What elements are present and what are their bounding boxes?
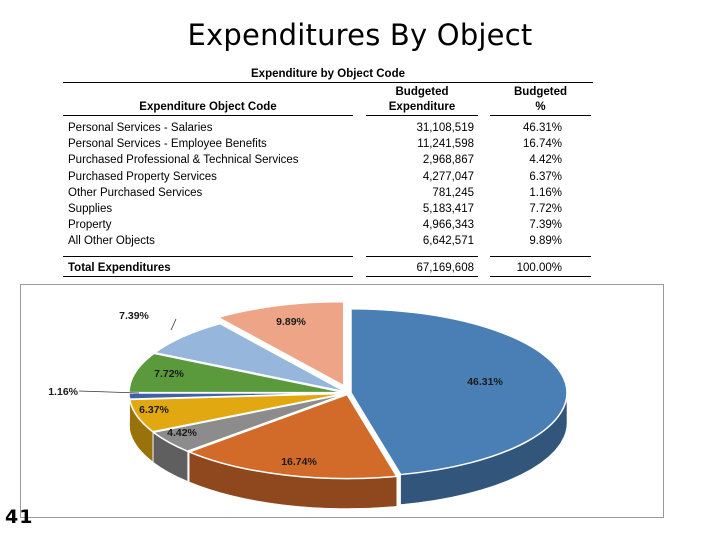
row-code: Other Purchased Services (68, 186, 203, 199)
row-percent: 9.89% (529, 235, 562, 248)
header-label: % (535, 101, 546, 113)
slide-number: 41 (5, 506, 34, 528)
table-row: Property 4,966,343 7.39% (63, 217, 593, 233)
row-amount: 2,968,867 (422, 154, 474, 167)
row-code: Supplies (68, 202, 113, 215)
table-row: All Other Objects 6,642,571 9.89% (63, 233, 593, 249)
total-row: Total Expenditures 67,169,608 100.00% (63, 260, 593, 276)
header-object-code: Expenditure Object Code (63, 100, 353, 116)
pie-sides (128, 392, 568, 509)
header-label: Budgeted (395, 86, 449, 98)
header-budgeted-expenditure: Budgeted Expenditure (366, 85, 478, 116)
table-row: Supplies 5,183,417 7.72% (63, 201, 593, 217)
row-code: All Other Objects (68, 235, 155, 248)
row-amount: 31,108,519 (416, 122, 474, 134)
row-code: Purchased Professional & Technical Servi… (68, 154, 299, 167)
total-label: Total Expenditures (68, 261, 171, 274)
pie-slice (128, 352, 346, 394)
row-percent: 1.16% (529, 186, 562, 199)
row-code: Personal Services - Employee Benefits (68, 138, 267, 151)
pie-data-label: 46.31% (467, 376, 503, 388)
header-label: Expenditure (388, 101, 456, 113)
pie-data-label: 6.37% (139, 404, 169, 416)
table-row: Purchased Professional & Technical Servi… (63, 152, 593, 168)
table-header: Expenditure Object Code Budgeted Expendi… (63, 83, 593, 117)
row-amount: 4,277,047 (422, 170, 474, 183)
pie-data-label: 1.16% (48, 386, 78, 398)
row-code: Personal Services - Salaries (68, 122, 213, 134)
header-label: Budgeted (513, 86, 568, 98)
table-row: Personal Services - Salaries 31,108,519 46… (63, 120, 593, 136)
table-row: Personal Services - Employee Benefits 11,… (63, 136, 593, 152)
row-percent: 16.74% (522, 138, 562, 151)
pie-labels: 46.31% 16.74% 4.42% 6.37% 1.16% 7.72% 7.39% 9.8… (48, 310, 503, 468)
table-row: Purchased Property Services 4,277,047 6.37… (63, 169, 593, 185)
pie-slice (188, 393, 398, 480)
row-amount: 11,241,598 (417, 138, 474, 151)
pie-leader-line (170, 318, 177, 331)
total-underline (63, 275, 593, 280)
row-amount: 6,642,571 (422, 235, 474, 248)
pie-data-label: 7.39% (119, 310, 149, 322)
table-title: Expenditure by Object Code (63, 68, 593, 83)
pie-chart: 46.31% 16.74% 4.42% 6.37% 1.16% 7.72% 7.39% 9.8… (48, 300, 568, 509)
row-percent: 46.31% (522, 122, 562, 134)
total-percent: 100.00% (516, 261, 562, 274)
pie-tops (128, 300, 568, 480)
slide-title: Expenditures By Object (187, 18, 533, 52)
expenditure-table: Expenditure by Object Code Expenditure O… (63, 68, 593, 280)
pie-chart-frame: 46.31% 16.74% 4.42% 6.37% 1.16% 7.72% 7.39% 9.8… (20, 284, 664, 518)
pie-slice (350, 308, 568, 476)
row-amount: 5,183,417 (422, 202, 474, 215)
row-percent: 7.39% (529, 219, 562, 232)
total-divider (63, 250, 593, 260)
row-code: Property (68, 219, 112, 232)
pie-slice (153, 322, 347, 393)
table-row: Other Purchased Services 781,245 1.16% (63, 185, 593, 201)
pie-slice (217, 300, 345, 387)
row-amount: 781,245 (432, 186, 474, 199)
row-percent: 7.72% (529, 202, 562, 215)
total-amount: 67,169,608 (416, 261, 474, 274)
row-amount: 4,966,343 (422, 219, 474, 232)
row-percent: 4.42% (529, 154, 562, 167)
pie-data-label: 9.89% (276, 316, 306, 328)
row-percent: 6.37% (529, 170, 562, 183)
row-code: Purchased Property Services (68, 170, 217, 183)
header-budgeted-percent: Budgeted % (490, 85, 591, 116)
pie-data-label: 4.42% (167, 427, 197, 439)
pie-leader-line (78, 390, 140, 394)
pie-data-label: 7.72% (154, 368, 184, 380)
pie-data-label: 16.74% (281, 456, 317, 468)
